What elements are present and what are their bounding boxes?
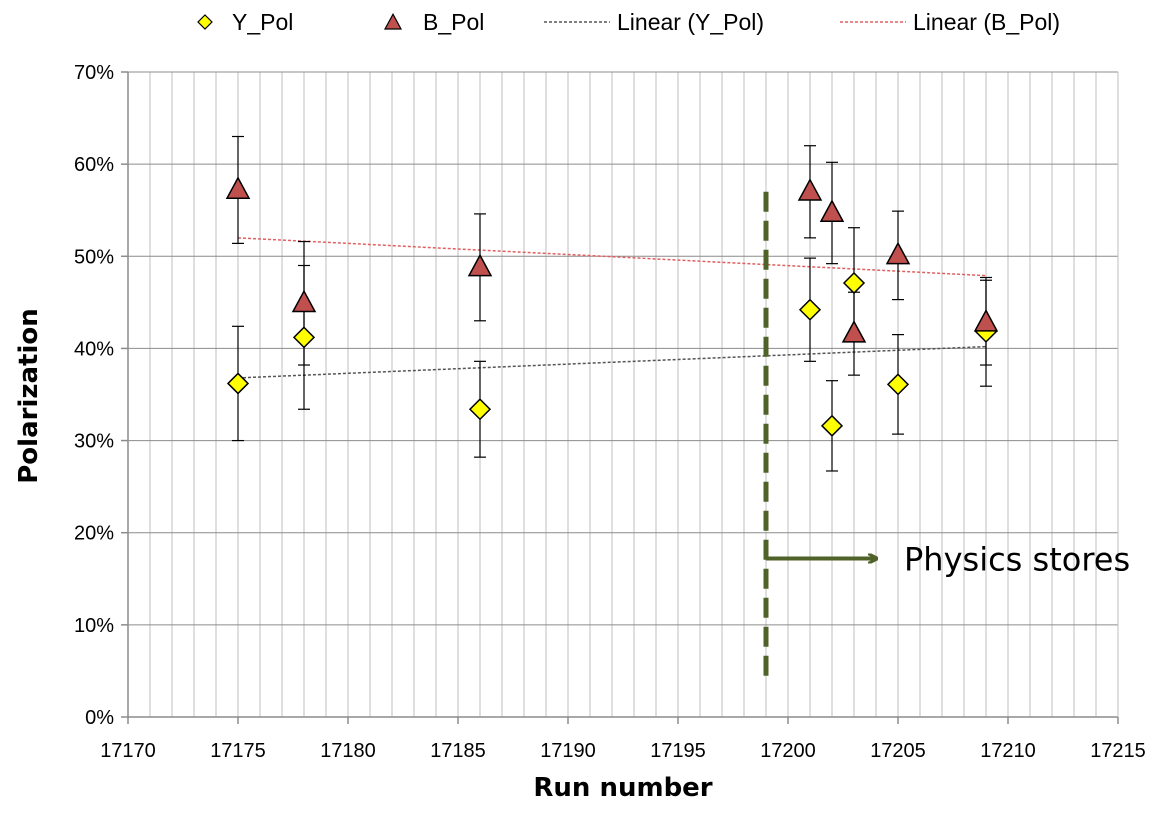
y-pol-point bbox=[226, 372, 250, 395]
x-tick-label: 17190 bbox=[540, 740, 596, 762]
grid-lines bbox=[128, 71, 1118, 717]
b-pol-point bbox=[291, 289, 317, 313]
legend-b-pol-swatch bbox=[383, 12, 403, 30]
physics-stores-label: Physics stores bbox=[904, 541, 1130, 579]
legend-y-pol-swatch bbox=[197, 14, 213, 30]
x-tick-label: 17195 bbox=[650, 740, 706, 762]
legend-b-pol-label: B_Pol bbox=[423, 9, 484, 35]
y-pol-point bbox=[468, 398, 492, 421]
y-tick-label: 0% bbox=[85, 707, 114, 729]
x-tick-label: 17210 bbox=[980, 740, 1036, 762]
legend: Y_Pol B_Pol Linear (Y_Pol) Linear (B_Pol) bbox=[197, 9, 1060, 35]
x-tick-label: 17205 bbox=[870, 740, 926, 762]
x-tick-label: 17215 bbox=[1090, 740, 1146, 762]
data-marks bbox=[225, 135, 999, 472]
y-tick-label: 60% bbox=[74, 154, 114, 176]
y-pol-point bbox=[798, 298, 822, 321]
x-tick-label: 17170 bbox=[100, 740, 156, 762]
b-pol-point bbox=[973, 308, 999, 332]
b-pol-point bbox=[467, 253, 493, 277]
y-tick-labels: 0% 10% 20% 30% 40% 50% 60% 70% bbox=[74, 62, 114, 729]
y-tick-label: 20% bbox=[74, 523, 114, 545]
y-axis-title: Polarization bbox=[14, 308, 44, 484]
legend-linear-y-label: Linear (Y_Pol) bbox=[617, 9, 764, 35]
y-pol-point bbox=[886, 373, 910, 396]
y-pol-point bbox=[842, 271, 866, 295]
b-pol-point bbox=[885, 241, 911, 265]
legend-y-pol-label: Y_Pol bbox=[232, 9, 293, 35]
x-tick-label: 17180 bbox=[320, 740, 376, 762]
y-tick-label: 10% bbox=[74, 615, 114, 637]
axes bbox=[121, 71, 1119, 724]
y-tick-label: 70% bbox=[74, 62, 114, 84]
b-pol-point bbox=[819, 199, 845, 222]
x-tick-label: 17185 bbox=[430, 740, 486, 762]
y-tick-label: 40% bbox=[74, 338, 114, 360]
y-tick-label: 50% bbox=[74, 246, 114, 268]
legend-linear-b-label: Linear (B_Pol) bbox=[913, 9, 1060, 35]
b-pol-point bbox=[225, 176, 251, 199]
x-axis-title: Run number bbox=[533, 773, 712, 803]
y-pol-point bbox=[292, 326, 316, 349]
x-tick-labels: 17170 17175 17180 17185 17190 17195 17200 17205… bbox=[100, 740, 1146, 762]
b-pol-point bbox=[797, 178, 823, 201]
y-pol-point bbox=[820, 414, 844, 437]
x-tick-label: 17175 bbox=[210, 740, 266, 762]
annotations: Physics stores bbox=[763, 191, 1130, 685]
y-tick-label: 30% bbox=[74, 431, 114, 453]
b-pol-point bbox=[841, 320, 867, 343]
x-tick-label: 17200 bbox=[760, 740, 816, 762]
